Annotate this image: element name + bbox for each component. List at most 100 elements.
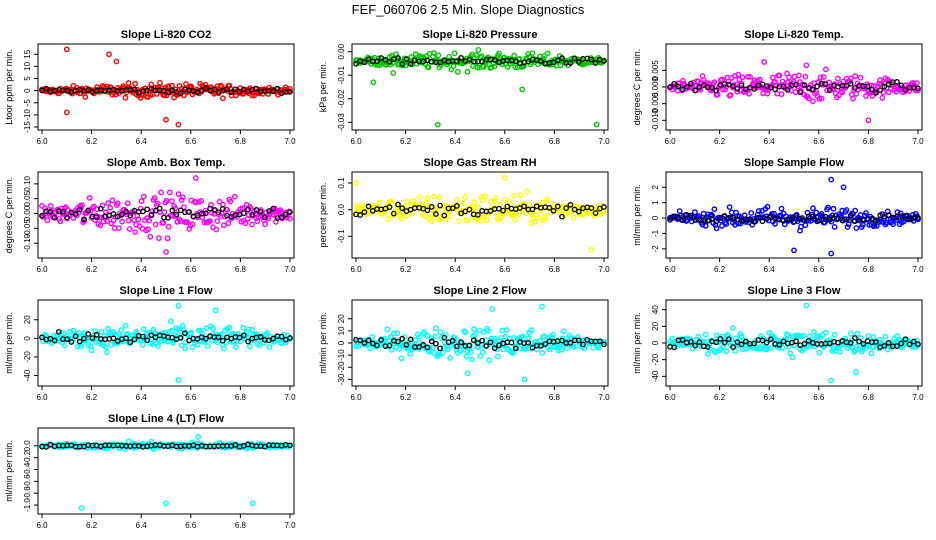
data-point <box>475 47 482 53</box>
y-tick-label: -0.02 <box>337 89 346 108</box>
y-tick-label: 10 <box>23 61 32 70</box>
reference-point <box>127 212 134 219</box>
reference-point <box>885 81 892 88</box>
data-point <box>228 338 235 345</box>
data-point <box>88 347 95 354</box>
data-point <box>865 332 872 339</box>
data-point <box>355 343 362 350</box>
data-point <box>840 184 847 191</box>
reference-point <box>428 204 435 210</box>
data-point <box>813 209 820 216</box>
data-point <box>225 220 232 227</box>
data-point <box>800 332 807 339</box>
y-tick-label: -0.01 <box>337 66 346 85</box>
x-tick-label: 6.2 <box>400 137 412 146</box>
data-point <box>491 335 498 342</box>
data-point <box>149 341 156 348</box>
data-point <box>544 50 551 57</box>
data-point <box>287 215 293 222</box>
x-tick-label: 6.0 <box>36 265 48 274</box>
reference-point <box>43 85 50 92</box>
reference-point <box>843 216 850 223</box>
reference-point <box>822 213 829 220</box>
reference-point <box>365 337 372 344</box>
data-point <box>42 205 49 212</box>
reference-point <box>470 337 477 344</box>
reference-point <box>378 337 385 343</box>
reference-point <box>203 85 209 91</box>
data-point <box>570 214 577 221</box>
reference-point <box>186 209 192 215</box>
x-tick-label: 6.4 <box>450 137 462 146</box>
reference-point <box>780 83 787 90</box>
figure-title: FEF_060706 2.5 Min. Slope Diagnostics <box>351 2 585 17</box>
x-tick-label: 6.0 <box>36 137 48 146</box>
data-point <box>853 369 859 376</box>
data-point <box>504 64 511 70</box>
data-point <box>817 74 824 81</box>
reference-point <box>847 80 854 87</box>
reference-point <box>801 217 808 224</box>
x-tick-label: 6.8 <box>235 393 247 402</box>
data-point <box>713 225 720 232</box>
data-point <box>828 250 835 257</box>
reference-point <box>386 204 393 210</box>
reference-point <box>169 207 176 214</box>
data-point <box>757 76 763 83</box>
x-tick-label: 6.2 <box>400 393 412 402</box>
data-point <box>802 222 809 229</box>
reference-point <box>437 345 443 352</box>
data-point <box>138 198 145 205</box>
data-point <box>428 218 435 225</box>
data-point <box>166 189 173 196</box>
reference-point <box>428 338 435 345</box>
data-point <box>751 77 758 84</box>
data-point <box>61 342 68 349</box>
reference-point <box>906 341 913 348</box>
reference-point <box>374 342 380 349</box>
data-point <box>863 93 869 100</box>
reference-point <box>801 82 808 88</box>
data-point <box>75 330 82 336</box>
reference-point <box>144 206 150 213</box>
reference-point <box>902 87 909 93</box>
plot-frame <box>37 299 295 387</box>
reference-point <box>873 89 879 96</box>
data-point <box>884 346 891 353</box>
data-point <box>94 206 101 213</box>
data-point <box>705 350 711 357</box>
reference-point <box>575 337 582 344</box>
plot-frame <box>665 171 923 259</box>
y-tick-label: 0.05 <box>23 190 32 206</box>
data-point <box>852 207 859 214</box>
data-point <box>398 355 405 362</box>
x-tick-label: 6.8 <box>235 137 247 146</box>
data-point <box>266 344 273 350</box>
data-point <box>828 176 835 183</box>
reference-point <box>72 333 79 340</box>
data-point <box>492 195 499 202</box>
data-point <box>118 327 125 333</box>
reference-point <box>458 55 464 61</box>
reference-point <box>93 214 100 221</box>
x-tick-label: 6.2 <box>86 393 98 402</box>
data-point <box>212 89 219 96</box>
chart-panel: Slope Line 1 Flow ml/min per min. 6.0 6.2 6.… <box>4 285 296 402</box>
reference-point <box>491 57 498 63</box>
data-point <box>407 351 413 357</box>
reference-point <box>721 339 728 346</box>
y-tick-label: 0.00 <box>337 43 346 59</box>
reference-point <box>257 334 264 340</box>
data-point <box>104 218 110 225</box>
reference-point <box>257 208 264 215</box>
reference-point <box>679 337 686 343</box>
reference-point <box>571 55 578 62</box>
data-point <box>835 75 841 82</box>
data-point <box>204 343 211 349</box>
reference-point <box>449 337 456 344</box>
data-point <box>109 197 116 204</box>
reference-point <box>559 337 565 344</box>
reference-point <box>525 340 532 346</box>
data-point <box>519 86 526 93</box>
